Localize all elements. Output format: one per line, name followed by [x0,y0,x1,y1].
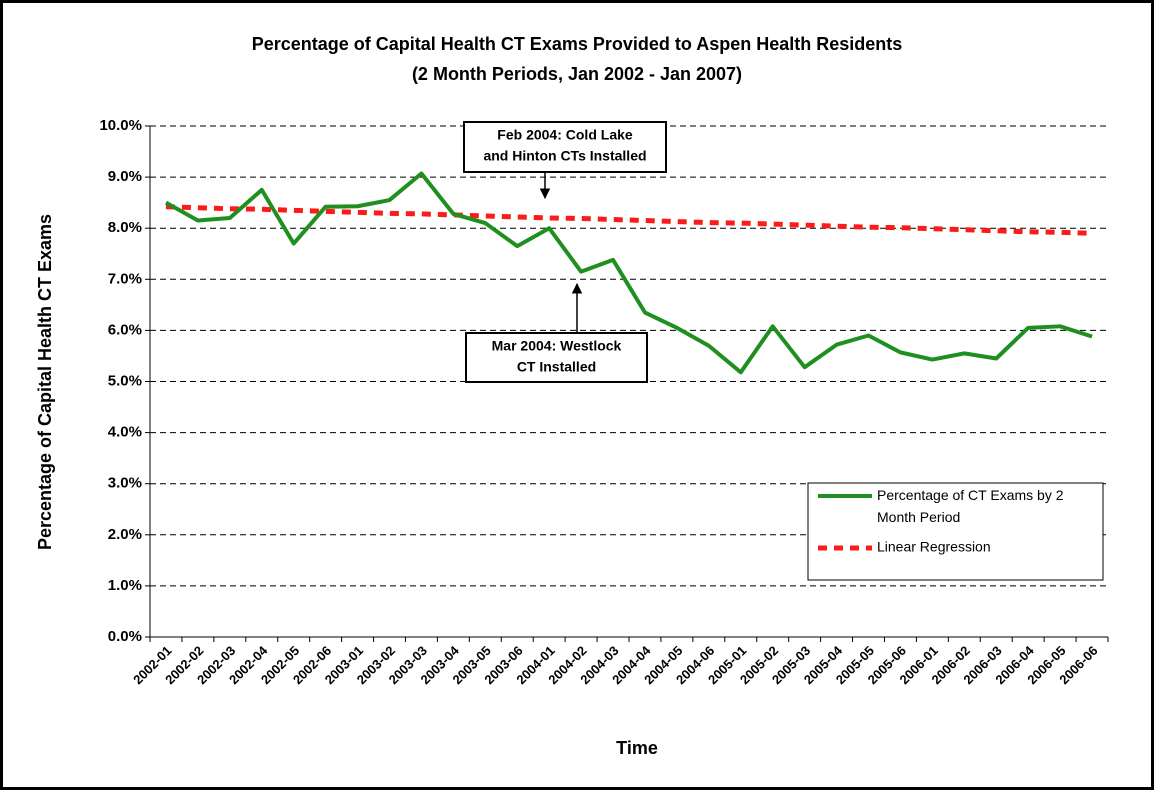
y-tick-label: 3.0% [108,475,142,492]
y-tick-label: 0.0% [108,628,142,645]
series-line [164,171,1093,375]
legend-box [807,482,1104,581]
annotation-text: Feb 2004: Cold Lake [497,127,633,143]
annotation-box [465,332,648,383]
y-tick-label: 5.0% [108,372,142,389]
series-line [165,204,1093,236]
annotation-text: CT Installed [517,359,596,375]
y-tick-label: 4.0% [108,424,142,441]
y-tick-label: 8.0% [108,219,142,236]
annotation-box [463,121,667,173]
y-axis-label: Percentage of Capital Health CT Exams [35,214,55,550]
annotation-text: Mar 2004: Westlock [492,338,622,354]
y-tick-label: 9.0% [108,168,142,185]
y-tick-label: 7.0% [108,270,142,287]
y-tick-label: 2.0% [108,526,142,543]
legend-label-line: Percentage of CT Exams by 2 [877,487,1064,503]
legend-label: Linear Regression [877,539,991,555]
legend-label: Percentage of CT Exams by 2 Month Period [877,487,1064,525]
chart-title: Percentage of Capital Health CT Exams Pr… [252,34,903,54]
y-tick-label: 10.0% [99,117,142,134]
annotation-text: and Hinton CTs Installed [483,148,646,164]
y-tick-label: 1.0% [108,577,142,594]
chart-subtitle: (2 Month Periods, Jan 2002 - Jan 2007) [412,64,742,84]
legend-label-line: Month Period [877,509,960,525]
y-tick-label: 6.0% [108,321,142,338]
x-axis-label: Time [616,738,658,758]
